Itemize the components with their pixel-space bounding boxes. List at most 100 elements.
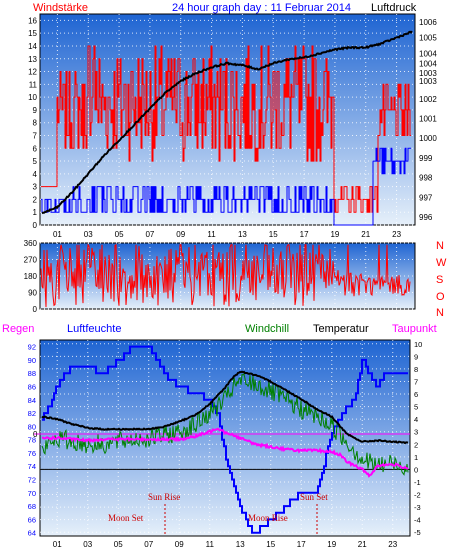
humidity-line (42, 345, 408, 534)
p3-left-tick-label: 88 (28, 369, 36, 378)
wind-direction-line (40, 243, 411, 308)
p1-left-tick-label: 15 (28, 29, 37, 38)
p3-left-tick-label: 70 (28, 489, 36, 498)
p1-right-tick-label: 997 (419, 193, 433, 202)
p3-left-tick-label: 84 (28, 396, 36, 405)
p3-left-tick-label: 64 (28, 529, 36, 538)
windchill-line (41, 373, 409, 476)
p1-right-tick-label: 1002 (419, 95, 437, 104)
compass-label-o: O (436, 291, 445, 303)
p2-tick-label: 180 (24, 272, 38, 281)
p1-right-tick-label: 1001 (419, 115, 437, 124)
p1-left-tick-label: 5 (33, 157, 38, 166)
p3-left-tick-label: 80 (28, 422, 36, 431)
p3-right-tick-label: -4 (414, 516, 421, 525)
compass-label-s: S (436, 274, 443, 286)
legend-windchill: Windchill (245, 323, 289, 335)
p2-tick-label: 90 (28, 289, 37, 298)
p3-right-tick-label: 1 (414, 453, 418, 462)
p1-left-tick-label: 7 (33, 131, 38, 140)
p3-right-tick-label: -3 (414, 503, 421, 512)
pressure-line (41, 30, 413, 215)
p1-right-tick-label: 996 (419, 213, 433, 222)
p3-right-tick-label: -5 (414, 528, 421, 537)
temperature-line (41, 370, 409, 445)
p3-left-tick-label: 66 (28, 515, 36, 524)
p3-right-tick-label: 8 (414, 365, 418, 374)
p1-x-tick-label: 21 (361, 230, 370, 239)
p1-left-tick-label: 6 (33, 144, 38, 153)
left-axis-title: Windstärke (33, 2, 88, 14)
p3-x-tick-label: 07 (144, 540, 153, 549)
p3-x-tick-label: 23 (388, 540, 397, 549)
p3-left-tick-label: 86 (28, 383, 36, 392)
p1-right-tick-label: 1004 (419, 59, 437, 68)
dewpoint-line (41, 427, 409, 478)
p1-right-tick-label: 998 (419, 174, 433, 183)
legend-humidity: Luftfeuchte (67, 323, 121, 335)
p3-x-tick-label: 13 (236, 540, 245, 549)
p3-left-tick-label: 82 (28, 409, 36, 418)
p1-right-tick-label: 1003 (419, 69, 437, 78)
p2-tick-label: 0 (33, 305, 38, 314)
p3-right-tick-label: 0 (414, 465, 418, 474)
p1-x-tick-label: 13 (238, 230, 247, 239)
p3-left-tick-label: 92 (28, 343, 36, 352)
p3-right-tick-label: 2 (414, 440, 418, 449)
wind-gust-line (41, 45, 411, 213)
compass-label-n-top: N (436, 240, 444, 252)
p3-right-tick-label: -1 (414, 478, 421, 487)
event-sun-rise: Sun Rise (148, 492, 180, 502)
p3-left-tick-label: 76 (28, 449, 36, 458)
p1-right-tick-label: 1006 (419, 18, 437, 27)
p1-x-tick-label: 05 (115, 230, 124, 239)
p1-left-tick-label: 14 (28, 42, 37, 51)
p1-left-tick-label: 11 (29, 80, 38, 89)
p1-left-tick-label: 4 (33, 170, 38, 179)
event-sun-set: Sun Set (300, 492, 328, 502)
rain-zero-label: 0 (33, 430, 38, 439)
wind-average-line (41, 147, 411, 226)
p2-tick-label: 270 (24, 256, 38, 265)
p1-x-tick-label: 01 (53, 230, 62, 239)
p1-right-tick-label: 1005 (419, 34, 437, 43)
event-moon-rise: Moon Rise (248, 513, 288, 523)
p1-left-tick-label: 2 (33, 195, 38, 204)
chart-title: 24 hour graph day : 11 Februar 2014 (172, 2, 351, 14)
p1-left-tick-label: 16 (28, 16, 37, 25)
p1-left-tick-label: 3 (33, 183, 38, 192)
p3-x-tick-label: 03 (83, 540, 92, 549)
p3-right-tick-label: -2 (414, 491, 421, 500)
p3-x-tick-label: 17 (297, 540, 306, 549)
p3-x-tick-label: 15 (266, 540, 275, 549)
p1-x-tick-label: 03 (84, 230, 93, 239)
legend-dewpoint: Taupunkt (392, 323, 437, 335)
p3-left-tick-label: 90 (28, 356, 36, 365)
p1-right-tick-label: 999 (419, 154, 433, 163)
compass-label-n-bottom: N (436, 307, 444, 319)
p3-left-tick-label: 74 (28, 462, 36, 471)
p3-x-tick-label: 21 (358, 540, 367, 549)
p3-x-tick-label: 09 (175, 540, 184, 549)
p1-x-tick-label: 17 (300, 230, 309, 239)
p3-right-tick-label: 9 (414, 352, 418, 361)
p3-left-tick-label: 78 (28, 436, 36, 445)
p3-right-tick-label: 7 (414, 377, 418, 386)
p1-x-tick-label: 09 (176, 230, 185, 239)
p3-right-tick-label: 5 (414, 403, 418, 412)
p1-right-tick-label: 1004 (419, 49, 437, 58)
p1-x-tick-label: 15 (269, 230, 278, 239)
p3-right-tick-label: 6 (414, 390, 418, 399)
p3-right-tick-label: 10 (414, 340, 422, 349)
p1-right-tick-label: 1000 (419, 134, 437, 143)
p1-x-tick-label: 11 (207, 230, 216, 239)
p1-right-tick-label: 1003 (419, 77, 437, 86)
p3-left-tick-label: 68 (28, 502, 36, 511)
p1-left-tick-label: 1 (33, 208, 38, 217)
p1-left-tick-label: 10 (28, 93, 37, 102)
series-layer (34, 30, 413, 534)
p3-right-tick-label: 3 (414, 428, 418, 437)
legend-rain: Regen (2, 323, 34, 335)
p1-x-tick-label: 23 (392, 230, 401, 239)
